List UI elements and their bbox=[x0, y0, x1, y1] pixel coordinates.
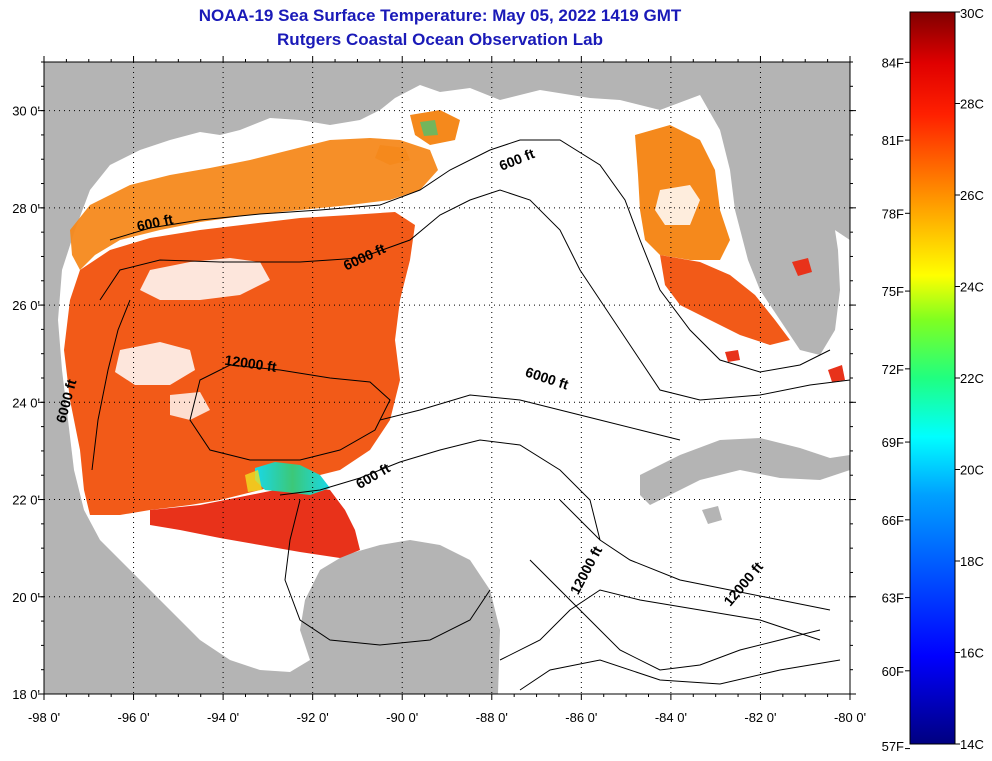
land-areas bbox=[44, 62, 850, 694]
lon-tick-label: -96 0' bbox=[117, 710, 149, 725]
colorbar-celsius-label: 22C bbox=[960, 371, 984, 386]
sst-sw-florida bbox=[660, 255, 790, 345]
colorbar-fahrenheit-label: 66F bbox=[882, 513, 904, 528]
colorbar-fahrenheit-label: 57F bbox=[882, 739, 904, 754]
sst-campeche bbox=[150, 485, 360, 558]
colorbar-celsius-label: 30C bbox=[960, 6, 984, 21]
colorbar-celsius-label: 16C bbox=[960, 646, 984, 661]
colorbar-fahrenheit-label: 75F bbox=[882, 284, 904, 299]
contour-label: 600 ft bbox=[135, 211, 174, 234]
land-cuba bbox=[640, 438, 850, 505]
land-isla-juventud bbox=[702, 506, 722, 524]
grid-lines bbox=[44, 62, 850, 694]
lon-tick-label: -88 0' bbox=[476, 710, 508, 725]
chart-title: NOAA-19 Sea Surface Temperature: May 05,… bbox=[198, 6, 682, 25]
lon-tick-label: -84 0' bbox=[655, 710, 687, 725]
lat-tick-label: 22 0' bbox=[12, 493, 40, 508]
colorbar-fahrenheit-label: 63F bbox=[882, 591, 904, 606]
colorbar-celsius-label: 18C bbox=[960, 554, 984, 569]
colorbar-fahrenheit-label: 84F bbox=[882, 55, 904, 70]
contour-600ft-campeche bbox=[284, 499, 491, 646]
lon-tick-label: -94 0' bbox=[207, 710, 239, 725]
contour-label: 12000 ft bbox=[224, 352, 278, 375]
colorbar-celsius-label: 28C bbox=[960, 97, 984, 112]
lat-tick-label: 26 0' bbox=[12, 298, 40, 313]
colorbar-fahrenheit-label: 78F bbox=[882, 206, 904, 221]
colorbar-ticks: 30C 28C 26C 24C 22C 20C 18C 16C 14C 84F 81F 78F 75F 7… bbox=[882, 6, 984, 754]
contour-12000ft-caribbean bbox=[529, 559, 821, 671]
contour-600ft-yucatan bbox=[279, 439, 601, 541]
chart-subtitle: Rutgers Coastal Ocean Observation Lab bbox=[277, 30, 603, 49]
sst-data bbox=[64, 110, 845, 558]
colorbar-celsius-label: 14C bbox=[960, 737, 984, 752]
colorbar-celsius-label: 24C bbox=[960, 280, 984, 295]
colorbar-celsius-label: 20C bbox=[960, 463, 984, 478]
lat-tick-label: 24 0' bbox=[12, 395, 40, 410]
bathymetry-contours bbox=[91, 139, 850, 691]
lat-tick-label: 28 0' bbox=[12, 201, 40, 216]
lon-tick-label: -92 0' bbox=[297, 710, 329, 725]
colorbar-fahrenheit-label: 81F bbox=[882, 133, 904, 148]
map-axes: -98 0' -96 0' -94 0' -92 0' -90 0' -88 0' -86 … bbox=[12, 56, 866, 725]
lat-tick-label: 18 0' bbox=[12, 687, 40, 702]
contour-6000ft bbox=[99, 189, 850, 401]
lon-tick-label: -86 0' bbox=[565, 710, 597, 725]
lat-tick-label: 20 0' bbox=[12, 590, 40, 605]
lat-tick-label: 30 0' bbox=[12, 104, 40, 119]
contour-12000ft bbox=[189, 364, 391, 461]
land-north-america bbox=[44, 62, 850, 694]
contour-6000ft-south bbox=[379, 394, 681, 441]
lon-tick-label: -82 0' bbox=[744, 710, 776, 725]
colorbar-fahrenheit-label: 69F bbox=[882, 435, 904, 450]
colorbar-fahrenheit-label: 72F bbox=[882, 362, 904, 377]
contour-600ft-north bbox=[109, 139, 831, 373]
lon-tick-label: -80 0' bbox=[834, 710, 866, 725]
lon-tick-label: -90 0' bbox=[386, 710, 418, 725]
sst-nw-shelf bbox=[70, 138, 438, 270]
sst-cool-band bbox=[255, 462, 330, 495]
colorbar bbox=[909, 11, 956, 745]
contour-6000ft-west bbox=[91, 299, 131, 471]
colorbar-fahrenheit-label: 60F bbox=[882, 664, 904, 679]
land-florida bbox=[700, 62, 850, 355]
colorbar-celsius-label: 26C bbox=[960, 188, 984, 203]
lon-tick-label: -98 0' bbox=[28, 710, 60, 725]
